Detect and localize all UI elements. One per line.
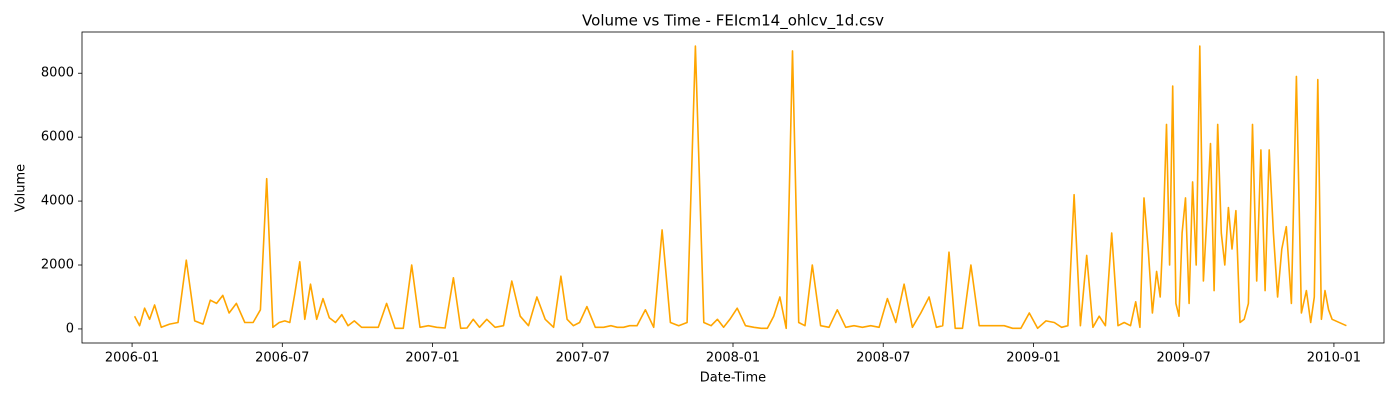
y-tick-label: 2000 <box>41 258 74 273</box>
x-axis-label: Date-Time <box>700 371 766 386</box>
y-axis-label: Volume <box>14 164 29 212</box>
x-tick-label: 2006-01 <box>105 351 159 366</box>
x-tick-label: 2008-07 <box>856 351 910 366</box>
x-tick-label: 2006-07 <box>255 351 309 366</box>
x-tick-label: 2009-01 <box>1006 351 1060 366</box>
x-tick-label: 2008-01 <box>706 351 760 366</box>
y-tick-label: 4000 <box>41 194 74 209</box>
y-tick-label: 8000 <box>41 66 74 81</box>
x-tick-label: 2007-07 <box>556 351 610 366</box>
y-tick-label: 0 <box>66 321 74 336</box>
x-tick-label: 2009-07 <box>1157 351 1211 366</box>
volume-line <box>133 45 1347 330</box>
chart-title: Volume vs Time - FEIcm14_ohlcv_1d.csv <box>582 12 884 31</box>
x-tick-label: 2007-01 <box>405 351 459 366</box>
plot-frame <box>81 31 1385 344</box>
y-tick-label: 6000 <box>41 130 74 145</box>
x-tick-label: 2010-01 <box>1307 351 1361 366</box>
